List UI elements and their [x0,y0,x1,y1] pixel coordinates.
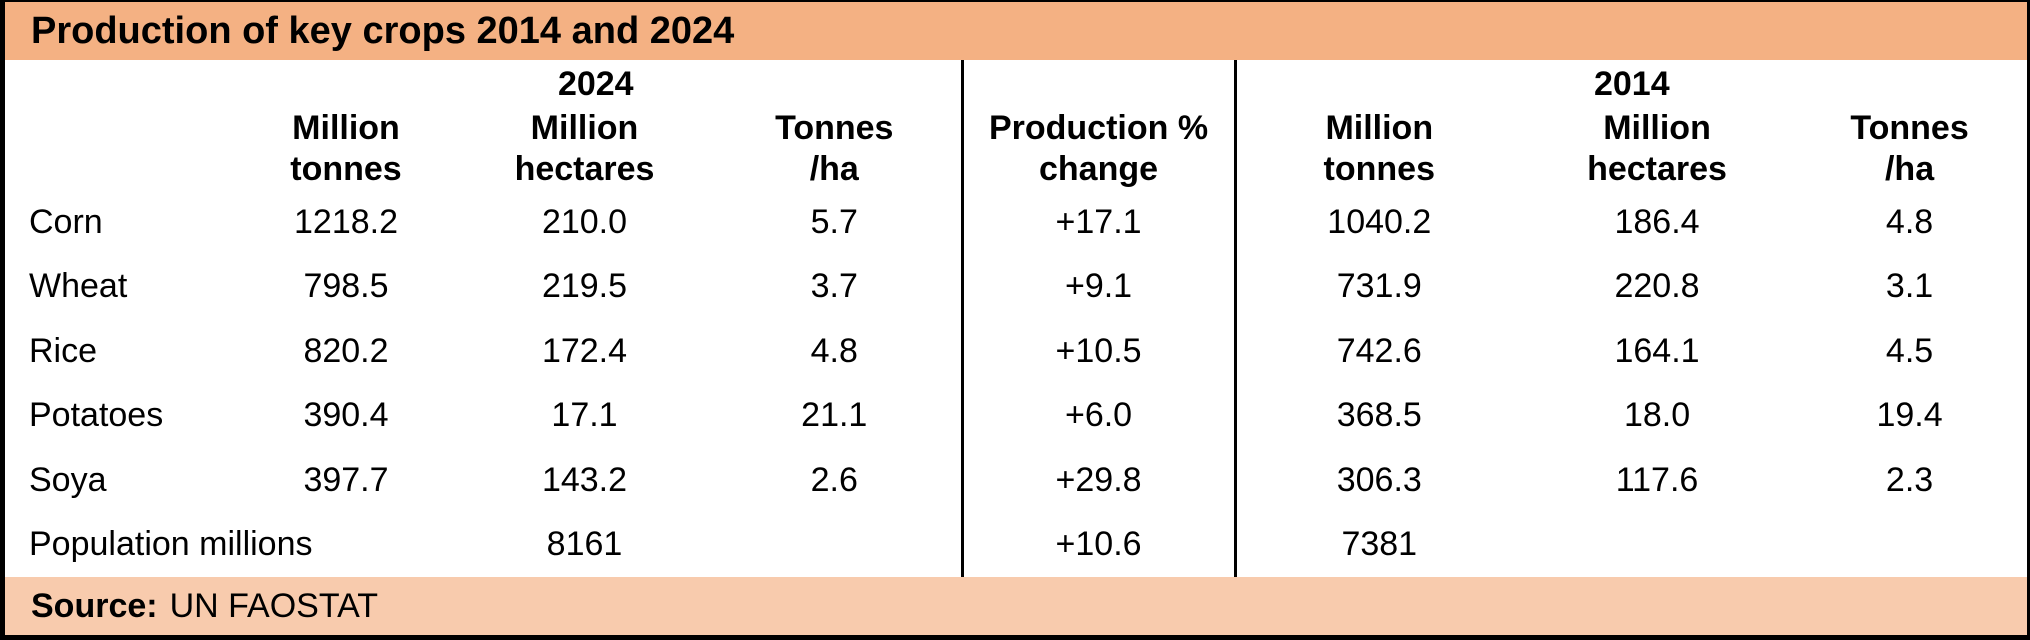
col-header-2024-tonnes-l2: tonnes [290,149,402,188]
table-cell: 306.3 [1336,460,1422,499]
col-header-2014-tonnes-l1: Million [1325,108,1434,147]
row-label: Population millions [29,525,313,564]
table-cell: 5.7 [810,202,858,241]
table-cell: 368.5 [1336,396,1422,435]
table-cell: 210.0 [541,202,628,241]
table-cell: 7381 [1341,525,1418,564]
row-label: Corn [29,202,103,241]
table-cell: 18.0 [1623,396,1691,435]
col-header-2014-tonnes-l2: tonnes [1323,149,1435,188]
table-cell [1792,513,2027,578]
table-cell: 1040.2 [1327,202,1432,241]
col-header-2014-yield-l2: /ha [1884,149,1935,188]
table-wrap: 2024 2014 Million Million Tonnes Product… [5,60,2027,577]
col-header-2014-hectares-l2: hectares [1587,149,1727,188]
col-header-2024-hectares-l1: Million [530,108,639,147]
title-bar: Production of key crops 2014 and 2024 [5,2,2027,60]
table-row-population: Population millions 8161 +10.6 7381 [5,512,2027,578]
column-header-row-1: Million Million Tonnes Production % Mill… [5,108,2027,148]
table-row-potatoes: Potatoes 390.4 17.1 21.1 +6.0 368.5 18.0… [5,383,2027,448]
table-cell: +10.6 [960,512,1237,577]
col-header-2014-hectares-l1: Million [1603,108,1711,147]
row-label: Potatoes [29,396,164,435]
table-cell: 143.2 [541,460,628,499]
col-header-2024-hectares-l2: hectares [514,149,655,188]
table-cell: 397.7 [303,460,389,499]
table-row-corn: Corn 1218.2 210.0 5.7 +17.1 1040.2 186.4… [5,190,2027,255]
table-cell: 2.6 [810,460,858,499]
table-cell: 17.1 [551,396,618,435]
table-cell: 731.9 [1336,267,1422,306]
empty-cell [5,60,231,108]
table-cell: 2.3 [1885,460,1934,499]
table-cell [708,513,962,578]
table-cell: +29.8 [960,448,1237,513]
crops-table: 2024 2014 Million Million Tonnes Product… [5,60,2027,577]
table-cell: 164.1 [1614,331,1700,370]
table-cell: 798.5 [303,267,389,306]
table-cell: 3.7 [810,267,858,306]
table-cell [1522,513,1792,578]
row-label: Rice [29,331,98,370]
table-cell: 820.2 [303,331,389,370]
col-header-2024-yield-l1: Tonnes [775,108,894,147]
table-cell: 220.8 [1614,267,1700,306]
year-header-row: 2024 2014 [5,60,2027,108]
empty-cell [5,108,231,148]
empty-cell [960,60,1237,108]
row-label: Wheat [29,267,128,306]
table-cell: 742.6 [1336,331,1422,370]
col-header-change-l1: Production % [960,108,1237,148]
table-row-soya: Soya 397.7 143.2 2.6 +29.8 306.3 117.6 2… [5,448,2027,513]
year-header-2014: 2014 [1593,64,1670,103]
page-title: Production of key crops 2014 and 2024 [31,9,735,52]
table-cell: 3.1 [1885,267,1934,306]
table-cell: +17.1 [960,190,1237,255]
table-cell: 8161 [546,525,623,564]
row-label: Soya [29,460,107,499]
table-cell: 219.5 [541,267,628,306]
table-cell: 390.4 [303,396,389,435]
table-cell: 4.8 [1885,202,1934,241]
table-cell: 117.6 [1615,460,1699,499]
table-cell: 21.1 [801,396,868,435]
column-header-row-2: tonnes hectares /ha change tonnes hectar… [5,148,2027,190]
table-cell: 19.4 [1876,396,1943,435]
table-cell: 4.5 [1885,331,1934,370]
empty-cell [5,148,231,190]
table-cell: 4.8 [810,331,858,370]
table-row-rice: Rice 820.2 172.4 4.8 +10.5 742.6 164.1 4… [5,319,2027,384]
col-header-2014-yield-l1: Tonnes [1850,108,1969,147]
col-header-change-l2: change [960,148,1237,190]
table-cell: 172.4 [541,331,628,370]
year-header-2024: 2024 [557,64,634,103]
table-cell: 1218.2 [294,202,398,241]
table-cell: 186.4 [1614,202,1700,241]
source-value: UN FAOSTAT [169,586,379,625]
table-cell: +9.1 [960,254,1237,319]
col-header-2024-tonnes-l1: Million [292,108,400,147]
source-bar: Source: UN FAOSTAT [5,577,2027,635]
source-label: Source: [31,586,158,625]
table-cell: +10.5 [960,319,1237,384]
table-row-wheat: Wheat 798.5 219.5 3.7 +9.1 731.9 220.8 3… [5,254,2027,319]
col-header-2024-yield-l2: /ha [809,149,859,188]
table-cell: +6.0 [960,383,1237,448]
